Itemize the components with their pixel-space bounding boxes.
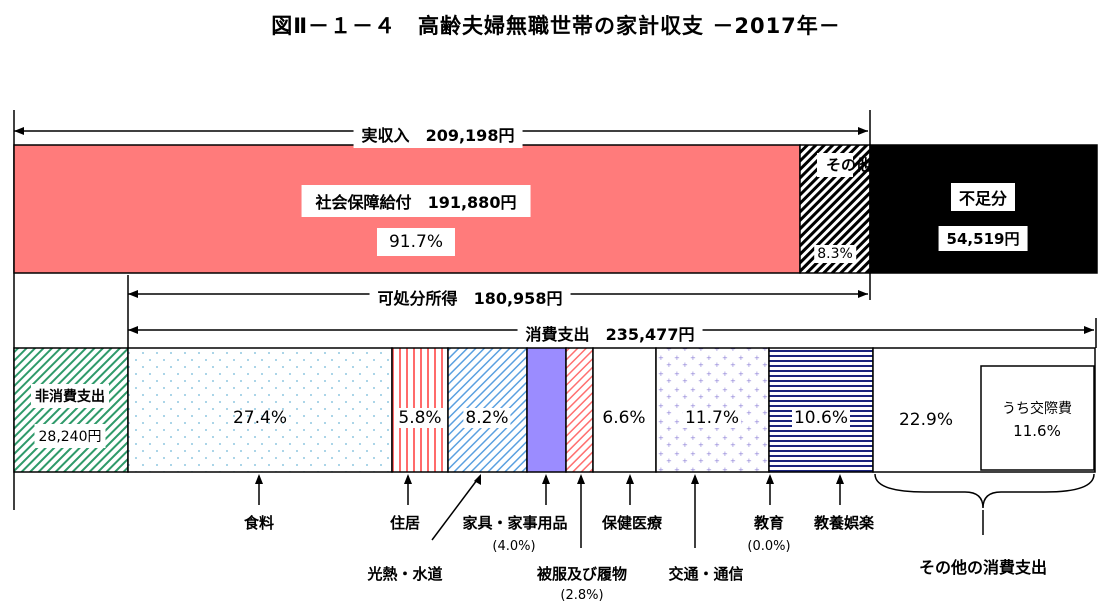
other-income-label: その他 xyxy=(817,153,871,177)
utilities-pct: 8.2% xyxy=(463,408,511,428)
shortfall-label: 不足分 xyxy=(950,183,1016,211)
category-furniture-pct: (4.0%) xyxy=(492,539,536,554)
social-security-pct: 91.7% xyxy=(376,228,456,256)
bar-medical xyxy=(592,347,657,473)
social-expenses-pct: 11.6% xyxy=(1013,422,1061,440)
non-consumption-value: 28,240円 xyxy=(34,424,106,448)
category-food: 食料 xyxy=(243,514,275,532)
bar-food xyxy=(127,347,393,473)
recreation-pct: 10.6% xyxy=(791,408,851,428)
other-consumption-pct: 22.9% xyxy=(898,410,954,430)
bar-social-expenses xyxy=(980,365,1095,471)
category-clothing-pct: (2.8%) xyxy=(560,588,604,603)
social-security-label: 社会保障給付 191,880円 xyxy=(301,185,531,217)
category-clothing: 被服及び履物 xyxy=(536,565,628,583)
transport-pct: 11.7% xyxy=(682,408,742,428)
category-furniture: 家具・家事用品 xyxy=(462,514,568,532)
housing-pct: 5.8% xyxy=(396,408,444,428)
category-other-consumption: その他の消費支出 xyxy=(918,558,1048,577)
category-housing: 住居 xyxy=(389,514,421,532)
bar-non-consumption xyxy=(13,347,129,473)
other-income-pct: 8.3% xyxy=(814,245,856,263)
food-pct: 27.4% xyxy=(232,408,288,428)
category-medical: 保健医療 xyxy=(601,514,663,532)
category-transport: 交通・通信 xyxy=(668,565,744,583)
category-utilities: 光熱・水道 xyxy=(367,565,443,583)
bar-furniture xyxy=(526,347,567,473)
pointer-arrowheads xyxy=(255,474,844,485)
pointer-arrows xyxy=(258,473,1095,548)
category-recreation: 教養娯楽 xyxy=(813,514,875,532)
income-label: 実収入 209,198円 xyxy=(353,120,523,148)
category-education-pct: (0.0%) xyxy=(747,539,791,554)
social-expenses-label: うち交際費 xyxy=(1002,401,1072,417)
disposable-label: 可処分所得 180,958円 xyxy=(369,283,571,311)
chart-title: 図Ⅱ－１－４ 高齢夫婦無職世帯の家計収支 －2017年－ xyxy=(271,14,841,38)
category-education: 教育 xyxy=(753,514,785,532)
shortfall-value: 54,519円 xyxy=(938,226,1028,251)
medical-pct: 6.6% xyxy=(602,408,646,428)
bar-clothing xyxy=(565,347,594,473)
non-consumption-label: 非消費支出 xyxy=(31,384,109,408)
consumption-label: 消費支出 235,477円 xyxy=(517,319,703,347)
